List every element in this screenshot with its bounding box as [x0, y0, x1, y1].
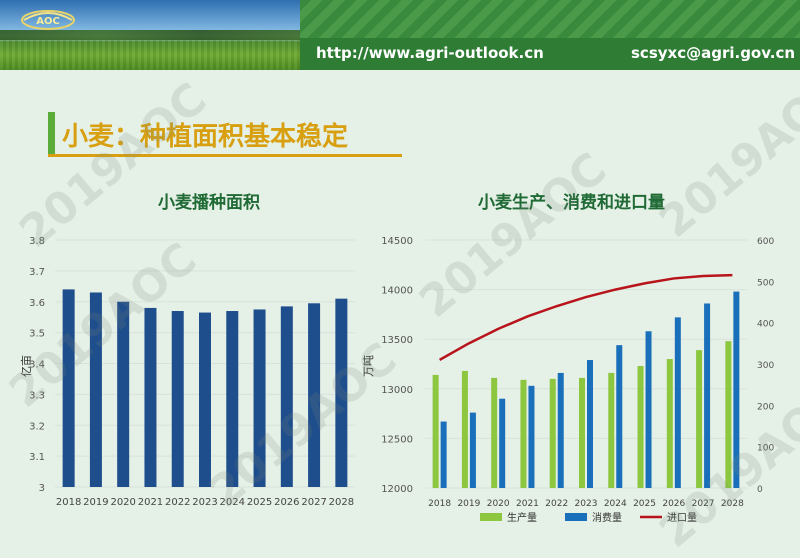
x-tick-label: 2028	[329, 497, 354, 508]
slide-title-box: 小麦：种植面积基本稳定	[48, 112, 402, 157]
x-tick-label: 2019	[83, 497, 108, 508]
x-tick-label: 2022	[165, 497, 190, 508]
green-banner	[300, 0, 800, 70]
x-tick-label: 2020	[110, 497, 135, 508]
production-consumption-import-chart: 12000 12500 13000 13500 14000 14500 0 100 200 300…	[362, 236, 774, 524]
title-accent-bar	[48, 112, 55, 154]
logo-text: AOC	[36, 16, 60, 27]
x-tick-label: 2023	[192, 497, 217, 508]
area-bar	[144, 307, 157, 487]
x-tick-label: 2021	[516, 499, 539, 509]
production-bar	[637, 365, 644, 488]
y2-tick-label: 100	[757, 444, 774, 454]
x-tick-label: 2018	[56, 497, 81, 508]
consumption-bar	[587, 360, 593, 488]
y-tick-label: 3.6	[29, 298, 45, 309]
consumption-bar	[440, 421, 447, 488]
x-tick-label: 2026	[662, 499, 685, 509]
consumption-bar	[499, 398, 506, 488]
x-tick-label: 2022	[545, 499, 568, 509]
consumption-bar	[674, 317, 681, 488]
production-bar	[725, 341, 732, 488]
y-axis-label: 亿亩	[19, 355, 33, 377]
y-tick-label: 3.2	[29, 421, 45, 432]
y-tick-label: 3.4	[29, 360, 45, 371]
production-bar	[666, 359, 673, 488]
legend-label: 消费量	[592, 511, 622, 524]
area-bar	[253, 309, 266, 487]
production-bar	[549, 378, 556, 488]
legend-label: 生产量	[507, 511, 537, 524]
y-tick-label: 3	[39, 483, 45, 494]
legend-label: 进口量	[667, 512, 697, 524]
production-bar	[608, 372, 615, 488]
chart1-title: 小麦播种面积	[158, 193, 260, 213]
chart2-title: 小麦生产、消费和进口量	[478, 193, 665, 213]
y2-tick-label: 400	[757, 320, 774, 330]
x-tick-label: 2018	[428, 499, 451, 509]
production-bar	[491, 377, 498, 488]
y-tick-label: 13500	[381, 335, 413, 346]
production-bar	[432, 374, 439, 488]
x-tick-label: 2019	[457, 499, 480, 509]
consumption-bar	[469, 412, 476, 488]
y-axis-label: 万吨	[362, 355, 375, 377]
production-bar	[520, 379, 527, 488]
y2-tick-label: 200	[757, 402, 774, 412]
import-line	[439, 273, 733, 361]
x-tick-label: 2024	[220, 497, 245, 508]
area-bar	[280, 306, 293, 487]
y-tick-label: 3.8	[29, 236, 45, 247]
consumption-bar	[733, 291, 740, 488]
contact-email[interactable]: scsyxc@agri.gov.cn	[631, 44, 796, 62]
area-bar	[62, 289, 75, 487]
x-tick-label: 2024	[604, 499, 627, 509]
x-tick-label: 2025	[247, 497, 272, 508]
area-bar	[117, 301, 130, 487]
consumption-bar	[557, 372, 564, 488]
slide-title: 小麦：种植面积基本稳定	[62, 122, 349, 152]
y2-tick-label: 0	[757, 485, 763, 495]
x-tick-label: 2023	[575, 499, 598, 509]
y2-tick-label: 600	[757, 237, 774, 247]
consumption-bar	[616, 345, 623, 488]
y-tick-label: 12500	[381, 434, 413, 445]
area-bar	[226, 311, 239, 487]
header-banner: AOC http://www.agri-outlook.cn scsyxc@ag…	[0, 0, 800, 70]
x-tick-label: 2025	[633, 499, 656, 509]
consumption-bar	[704, 303, 711, 488]
x-tick-label: 2020	[487, 499, 510, 509]
y-tick-label: 14500	[381, 236, 413, 247]
y-tick-label: 3.1	[29, 452, 45, 463]
farmland-banner-image: AOC	[0, 0, 300, 70]
production-bar	[696, 350, 703, 488]
x-tick-label: 2026	[274, 497, 299, 508]
consumption-bar	[528, 385, 535, 488]
y-tick-label: 3.5	[29, 329, 45, 340]
website-url[interactable]: http://www.agri-outlook.cn	[316, 44, 544, 62]
legend-swatch	[565, 513, 587, 521]
area-bar	[89, 292, 102, 487]
area-bar	[171, 311, 184, 487]
production-bar	[579, 377, 585, 488]
aoc-logo: AOC	[21, 10, 75, 30]
y-tick-label: 13000	[381, 385, 413, 396]
x-tick-label: 2027	[301, 497, 326, 508]
area-bar	[335, 298, 348, 487]
x-tick-label: 2027	[692, 499, 715, 509]
y-tick-label: 3.7	[29, 267, 45, 278]
x-tick-label: 2028	[721, 499, 744, 509]
y2-tick-label: 300	[757, 361, 774, 371]
consumption-bar	[645, 331, 652, 488]
y-tick-label: 12000	[381, 484, 413, 495]
production-bar	[461, 370, 468, 488]
area-bar	[199, 312, 211, 487]
legend-swatch	[480, 513, 502, 521]
y-tick-label: 14000	[381, 286, 413, 297]
y-tick-label: 3.3	[29, 390, 45, 401]
area-bar	[308, 303, 321, 487]
y2-tick-label: 500	[757, 278, 774, 288]
x-tick-label: 2021	[138, 497, 163, 508]
